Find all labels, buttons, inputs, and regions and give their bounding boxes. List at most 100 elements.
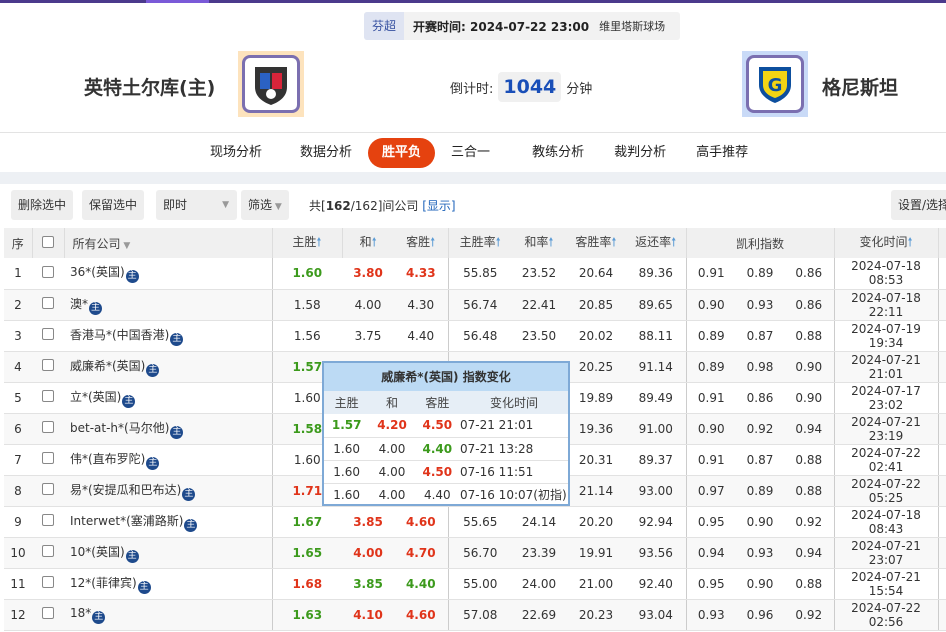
company-name[interactable]: 10*(英国) — [70, 544, 125, 559]
draw-odds[interactable]: 4.00 — [342, 537, 394, 569]
select-all-checkbox[interactable] — [42, 235, 54, 248]
row-checkbox[interactable] — [42, 328, 54, 340]
home-odds[interactable]: 1.65 — [271, 537, 342, 569]
tab-data[interactable]: 数据分析 — [300, 145, 353, 160]
tab-referee[interactable]: 裁判分析 — [614, 145, 667, 160]
table-row[interactable]: 9 Interwet*(塞浦路斯) 主 1.67 3.85 4.60 55.65 … — [4, 506, 946, 538]
row-checkbox[interactable] — [42, 452, 54, 464]
change-time[interactable]: 2024-07-22 02:41 — [833, 444, 939, 476]
draw-odds[interactable]: 3.85 — [342, 568, 394, 600]
company-cell[interactable]: 18* 主 — [64, 599, 272, 631]
change-time[interactable]: 2024-07-21 15:54 — [833, 568, 939, 600]
company-cell[interactable]: 立*(英国) 主 — [64, 382, 272, 414]
away-odds[interactable]: 4.40 — [394, 320, 448, 352]
away-odds[interactable]: 4.40 — [394, 568, 448, 600]
row-checkbox[interactable] — [42, 390, 54, 402]
table-row[interactable]: 2 澳* 主 1.58 4.00 4.30 56.74 22.41 20.85 8… — [4, 289, 946, 321]
filter-button[interactable]: 筛选 ▼ — [241, 190, 289, 220]
col-return-rate[interactable]: 返还率🠕 — [626, 228, 687, 258]
row-select[interactable] — [32, 599, 64, 631]
company-name[interactable]: 伟*(直布罗陀) — [70, 451, 146, 466]
company-cell[interactable]: 澳* 主 — [64, 289, 272, 321]
table-row[interactable]: 11 12*(菲律宾) 主 1.68 3.85 4.40 55.00 24.00 … — [4, 568, 946, 600]
row-checkbox[interactable] — [42, 483, 54, 495]
home-badge-icon[interactable]: 主 — [92, 610, 106, 624]
company-cell[interactable]: Interwet*(塞浦路斯) 主 — [64, 506, 272, 538]
home-team-logo[interactable] — [238, 51, 304, 117]
row-checkbox[interactable] — [42, 359, 54, 371]
change-time[interactable]: 2024-07-18 08:53 — [833, 258, 939, 290]
col-away[interactable]: 客胜🠕 — [394, 228, 449, 258]
away-odds[interactable]: 4.60 — [394, 599, 448, 631]
away-odds[interactable]: 4.70 — [394, 537, 448, 569]
company-cell[interactable]: 伟*(直布罗陀) 主 — [64, 444, 272, 476]
row-select[interactable] — [32, 537, 64, 569]
row-checkbox[interactable] — [42, 297, 54, 309]
company-cell[interactable]: 易*(安提瓜和巴布达) 主 — [64, 475, 272, 507]
home-badge-icon[interactable]: 主 — [137, 580, 151, 594]
row-select[interactable] — [32, 506, 64, 538]
col-company[interactable]: 所有公司 ▼ — [64, 228, 273, 258]
tab-1x2[interactable]: 胜平负 — [368, 138, 436, 168]
home-odds[interactable]: 1.67 — [271, 506, 342, 538]
settings-button[interactable]: 设置/选择 — [891, 190, 946, 220]
home-badge-icon[interactable]: 主 — [146, 363, 160, 377]
draw-odds[interactable]: 4.10 — [342, 599, 394, 631]
change-time[interactable]: 2024-07-21 23:07 — [833, 537, 939, 569]
home-odds[interactable]: 1.57 — [271, 351, 342, 383]
keep-selected-button[interactable]: 保留选中 — [82, 190, 145, 220]
row-checkbox[interactable] — [42, 607, 54, 619]
company-name[interactable]: 18* — [70, 605, 92, 620]
change-time[interactable]: 2024-07-22 02:56 — [833, 599, 939, 631]
company-name[interactable]: 易*(安提瓜和巴布达) — [70, 482, 182, 497]
row-checkbox[interactable] — [42, 265, 54, 278]
draw-odds[interactable]: 3.80 — [342, 258, 394, 290]
col-change-time[interactable]: 变化时间🠕 — [834, 228, 939, 258]
row-checkbox[interactable] — [42, 576, 54, 588]
company-name[interactable]: 威廉希*(英国) — [70, 358, 146, 373]
company-name[interactable]: 澳* — [70, 296, 89, 311]
row-select[interactable] — [32, 568, 64, 600]
tab-experts[interactable]: 高手推荐 — [696, 145, 749, 160]
home-odds[interactable]: 1.68 — [271, 568, 342, 600]
change-time[interactable]: 2024-07-21 21:01 — [833, 351, 939, 383]
company-name[interactable]: 立*(英国) — [70, 389, 122, 404]
home-badge-icon[interactable]: 主 — [170, 332, 184, 346]
company-cell[interactable]: 威廉希*(英国) 主 — [64, 351, 272, 383]
row-select[interactable] — [32, 444, 64, 476]
company-cell[interactable]: 36*(英国) 主 — [64, 258, 272, 290]
table-row[interactable]: 3 香港马*(中国香港) 主 1.56 3.75 4.40 56.48 23.50… — [4, 320, 946, 352]
away-team-logo[interactable]: G — [742, 51, 808, 117]
col-draw[interactable]: 和🠕 — [342, 228, 394, 258]
show-link[interactable]: [显示] — [422, 199, 456, 213]
change-time[interactable]: 2024-07-18 08:43 — [833, 506, 939, 538]
col-home-rate[interactable]: 主胜率🠕 — [448, 228, 512, 258]
home-badge-icon[interactable]: 主 — [89, 301, 103, 315]
home-odds[interactable]: 1.58 — [271, 289, 342, 321]
row-checkbox[interactable] — [42, 545, 54, 557]
away-odds[interactable]: 4.60 — [394, 506, 448, 538]
away-team-name[interactable]: 格尼斯坦 — [822, 77, 899, 99]
row-select[interactable] — [32, 320, 64, 352]
home-badge-icon[interactable]: 主 — [122, 394, 136, 408]
home-badge-icon[interactable]: 主 — [170, 425, 184, 439]
row-checkbox[interactable] — [42, 514, 54, 526]
table-row[interactable]: 1 36*(英国) 主 1.60 3.80 4.33 55.85 23.52 20… — [4, 258, 946, 290]
home-team-name[interactable]: 英特土尔库(主) — [84, 77, 216, 99]
row-select[interactable] — [32, 351, 64, 383]
home-odds[interactable]: 1.56 — [271, 320, 342, 352]
home-badge-icon[interactable]: 主 — [125, 270, 139, 284]
company-name[interactable]: Interwet*(塞浦路斯) — [70, 513, 184, 528]
company-cell[interactable]: 香港马*(中国香港) 主 — [64, 320, 272, 352]
away-odds[interactable]: 4.30 — [394, 289, 448, 321]
home-badge-icon[interactable]: 主 — [125, 549, 139, 563]
company-name[interactable]: 12*(菲律宾) — [70, 575, 137, 590]
table-row[interactable]: 12 18* 主 1.63 4.10 4.60 57.08 22.69 20.23… — [4, 599, 946, 631]
company-name[interactable]: 36*(英国) — [70, 265, 125, 280]
row-select[interactable] — [32, 475, 64, 507]
delete-selected-button[interactable]: 删除选中 — [11, 190, 74, 220]
company-cell[interactable]: bet-at-h*(马尔他) 主 — [64, 413, 272, 445]
company-cell[interactable]: 12*(菲律宾) 主 — [64, 568, 272, 600]
col-select-all[interactable] — [32, 228, 65, 258]
row-checkbox[interactable] — [42, 421, 54, 433]
